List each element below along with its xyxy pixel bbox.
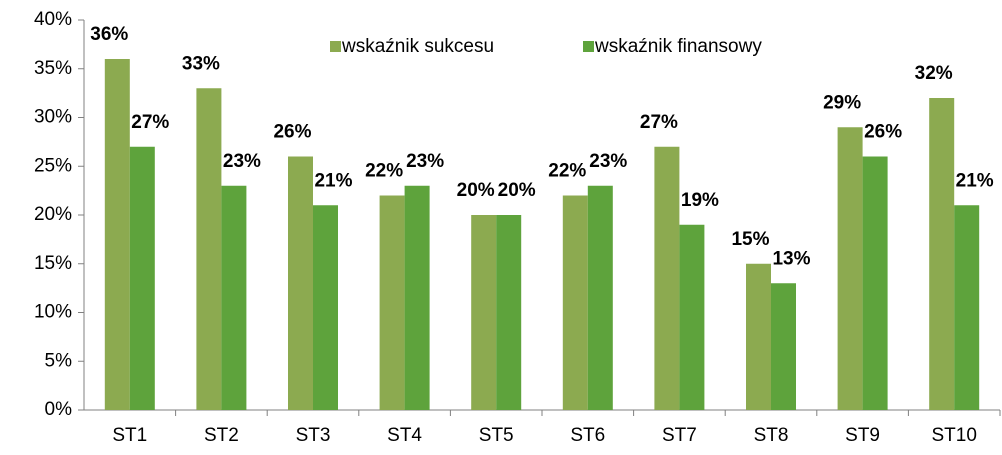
data-label: 23% [223,151,261,172]
bar [313,205,338,410]
bar [496,215,522,410]
data-label: 21% [956,170,994,191]
data-label: 26% [273,122,311,143]
data-label: 23% [589,151,627,172]
y-tick-label: 30% [34,107,72,128]
bar [771,283,796,410]
data-label: 23% [406,151,444,172]
y-tick-label: 10% [34,302,72,323]
bar [746,263,771,410]
bar [679,224,705,410]
y-tick-label: 25% [34,155,72,176]
bar [196,88,222,410]
data-label: 22% [365,161,403,182]
data-label: 29% [823,92,861,113]
legend-label: wskaźnik finansowy [594,36,762,57]
data-label: 32% [915,63,953,84]
data-label: 21% [314,170,352,191]
data-label: 20% [457,180,495,201]
bar [654,146,680,410]
data-label: 27% [640,112,678,133]
bar [471,215,497,410]
bar [104,59,130,410]
x-tick-label: ST1 [112,425,147,446]
y-tick-label: 5% [45,350,73,371]
y-tick-label: 20% [34,204,72,225]
x-tick-label: ST6 [570,425,605,446]
data-label: 36% [90,24,128,45]
y-tick-label: 35% [34,58,72,79]
x-tick-label: ST2 [204,425,239,446]
bar [837,127,863,410]
data-label: 27% [131,112,169,133]
x-tick-label: ST8 [754,425,789,446]
x-tick-label: ST5 [479,425,514,446]
bar [954,205,980,410]
x-tick-label: ST3 [296,425,331,446]
bar [929,98,955,410]
y-tick-label: 40% [34,9,72,30]
data-label: 33% [182,53,220,74]
x-tick-label: ST4 [387,425,422,446]
legend-swatch [330,41,341,52]
data-label: 26% [864,122,902,143]
data-label: 22% [548,161,586,182]
legend-swatch [583,41,594,52]
x-tick-label: ST10 [931,425,976,446]
bar [862,156,888,410]
bar [129,146,155,410]
data-label: 19% [681,190,719,211]
y-tick-label: 15% [34,253,72,274]
bar [221,185,247,410]
bar [562,195,588,410]
bar [404,185,430,410]
legend-label: wskaźnik sukcesu [341,36,494,57]
bar [587,185,613,410]
data-label: 13% [772,248,810,269]
data-label: 20% [498,180,536,201]
y-tick-label: 0% [45,399,73,420]
data-label: 15% [731,229,769,250]
x-tick-label: ST7 [662,425,697,446]
bar [379,195,405,410]
bar [288,156,313,410]
x-tick-label: ST9 [845,425,880,446]
